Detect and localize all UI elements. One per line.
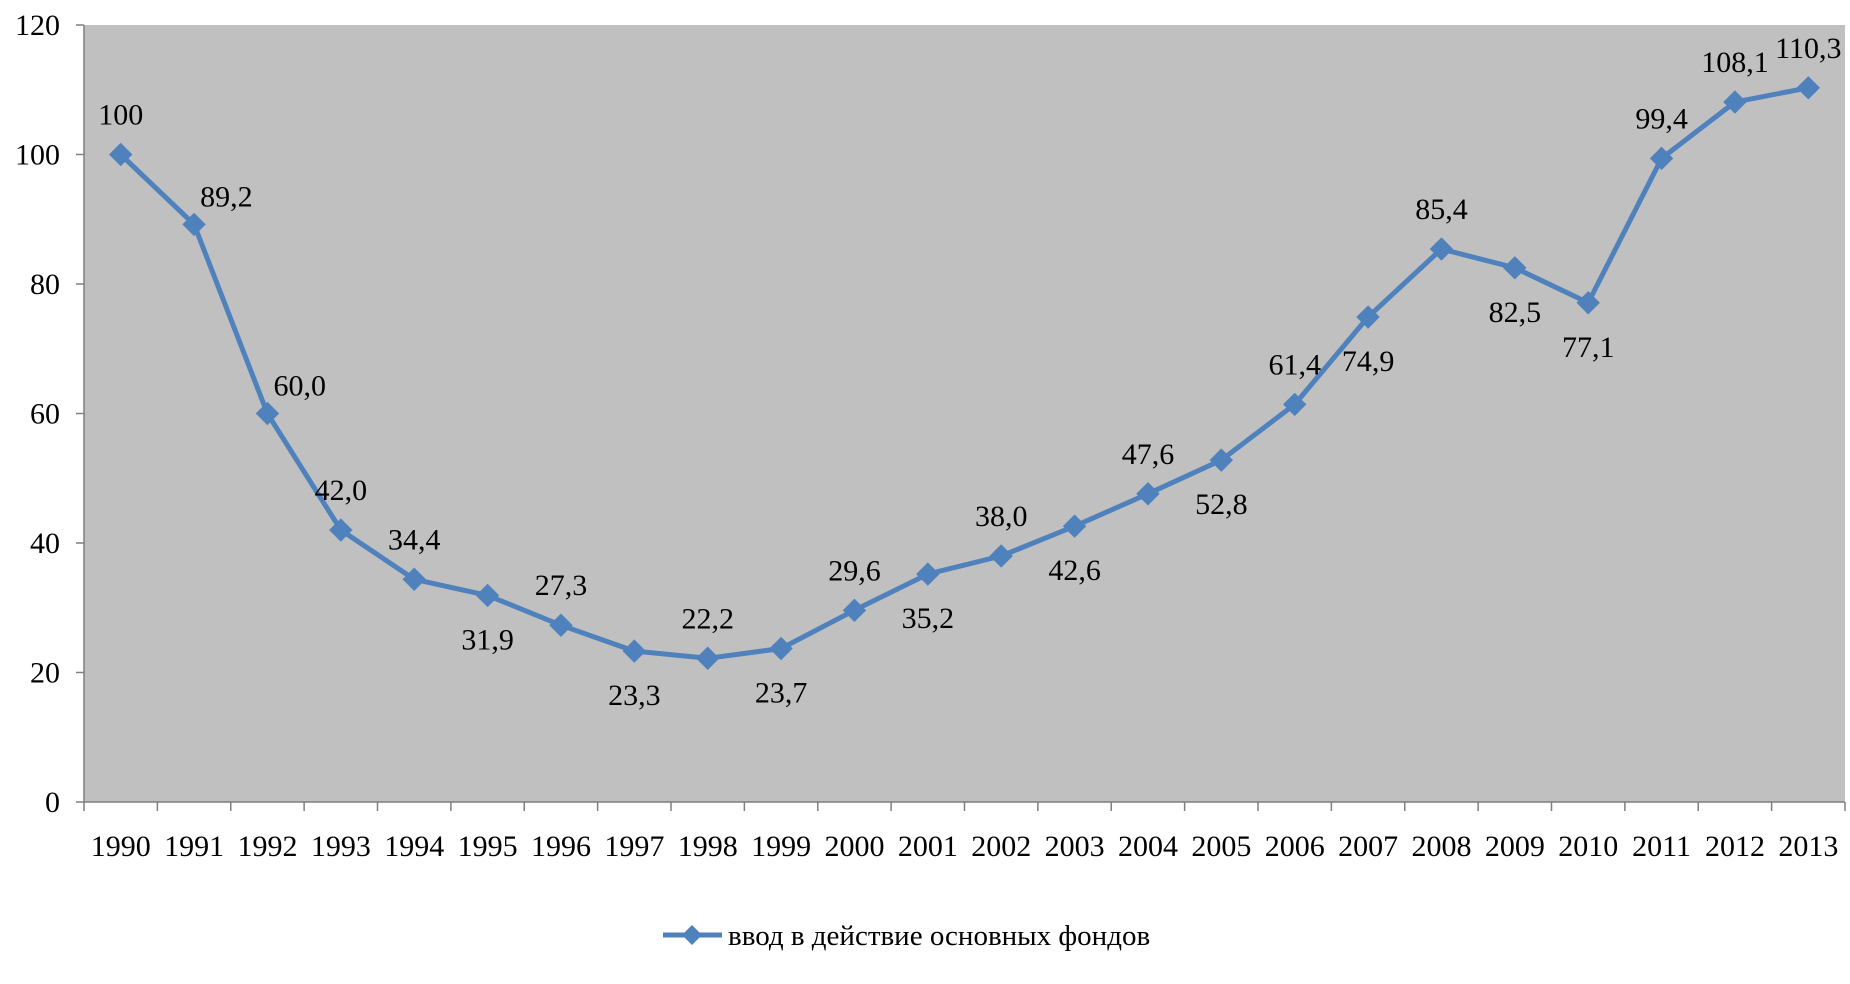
x-tick-label: 2001 (898, 830, 958, 863)
data-label: 52,8 (1195, 488, 1248, 521)
data-label: 29,6 (828, 554, 881, 587)
data-point-marker (769, 636, 793, 661)
data-point-marker (1429, 237, 1454, 261)
data-point-marker (182, 212, 206, 237)
x-tick-label: 1995 (458, 830, 518, 863)
x-tick-label: 2005 (1191, 830, 1251, 863)
data-label: 27,3 (535, 569, 588, 602)
x-tick-label: 1997 (604, 830, 664, 863)
y-tick-label: 120 (15, 9, 60, 42)
data-label: 100 (98, 99, 143, 132)
data-point-marker (842, 598, 867, 623)
x-tick-label: 2013 (1778, 830, 1838, 863)
x-tick-label: 2003 (1045, 830, 1105, 863)
data-point-marker (1062, 514, 1087, 538)
x-tick-label: 1993 (311, 830, 371, 863)
data-label: 60,0 (273, 370, 326, 403)
plot-area (84, 25, 1845, 802)
data-label: 61,4 (1268, 348, 1321, 381)
series-layer (108, 76, 1821, 670)
y-tick-label: 20 (30, 657, 60, 690)
data-point-marker (1282, 392, 1307, 417)
x-tick-label: 2002 (971, 830, 1031, 863)
y-tick-label: 80 (30, 268, 60, 301)
x-tick-label: 2010 (1558, 830, 1618, 863)
data-label: 85,4 (1415, 193, 1468, 226)
data-point-marker (1209, 448, 1234, 472)
x-tick-label: 1991 (164, 830, 224, 863)
x-tick-label: 2008 (1411, 830, 1471, 863)
data-point-marker (108, 142, 133, 167)
x-tick-label: 1999 (751, 830, 811, 863)
x-tick-label: 1994 (384, 830, 444, 863)
data-label: 89,2 (200, 180, 253, 213)
data-label: 22,2 (681, 602, 734, 635)
x-tick-label: 2006 (1265, 830, 1325, 863)
data-point-marker (255, 401, 280, 426)
data-label: 34,4 (388, 523, 441, 556)
x-tick-label: 1996 (531, 830, 591, 863)
data-point-marker (695, 646, 720, 670)
x-axis: 1990 1991 1992 1993 1994 1995 1996 1997 1998 1999… (83, 801, 1846, 863)
data-point-marker (916, 562, 940, 586)
data-labels: 100 89,2 60,0 42,0 34,4 31,9 27,3 23,3 22,2 23,7 2… (98, 32, 1841, 712)
y-tick-label: 100 (15, 139, 60, 172)
x-tick-label: 1990 (91, 830, 151, 863)
data-point-marker (1356, 305, 1380, 329)
y-tick-label: 60 (30, 398, 60, 431)
data-point-marker (402, 567, 426, 591)
x-tick-label: 2012 (1705, 830, 1765, 863)
data-label: 42,6 (1048, 554, 1101, 587)
data-point-marker (1649, 146, 1674, 171)
data-label: 23,3 (608, 679, 661, 712)
data-label: 74,9 (1342, 345, 1395, 378)
data-point-marker (1723, 90, 1747, 114)
y-tick-label: 40 (30, 527, 60, 560)
x-tick-label: 2004 (1118, 830, 1178, 863)
data-label: 47,6 (1122, 438, 1175, 471)
x-tick-label: 1992 (237, 830, 297, 863)
data-point-marker (989, 544, 1013, 568)
data-point-marker (549, 613, 573, 637)
x-tick-label: 2007 (1338, 830, 1398, 863)
data-point-marker (1503, 256, 1527, 280)
data-point-marker (1136, 482, 1160, 506)
data-label: 23,7 (755, 677, 808, 710)
data-label: 42,0 (315, 474, 368, 507)
legend-marker (682, 925, 702, 945)
data-label: 110,3 (1775, 32, 1841, 65)
data-label: 108,1 (1701, 46, 1769, 79)
data-point-marker (475, 583, 500, 608)
data-label: 38,0 (975, 500, 1028, 533)
data-point-marker (1796, 76, 1821, 100)
data-label: 99,4 (1635, 102, 1688, 135)
x-tick-label: 2011 (1632, 830, 1691, 863)
x-tick-label: 2009 (1485, 830, 1545, 863)
data-point-marker (622, 639, 647, 663)
legend: ввод в действие основных фондов (663, 920, 1150, 952)
data-point-marker (329, 518, 353, 542)
x-tick-label: 2000 (824, 830, 884, 863)
y-tick-label: 0 (45, 786, 60, 819)
data-label: 31,9 (461, 623, 514, 656)
x-tick-label: 1998 (678, 830, 738, 863)
legend-label: ввод в действие основных фондов (728, 920, 1150, 952)
y-axis: 0 20 40 60 80 100 120 (15, 9, 85, 819)
series-line (118, 85, 1809, 661)
data-label: 77,1 (1562, 331, 1615, 364)
data-label: 35,2 (902, 602, 955, 635)
data-label: 82,5 (1489, 296, 1542, 329)
data-point-marker (1576, 291, 1600, 315)
